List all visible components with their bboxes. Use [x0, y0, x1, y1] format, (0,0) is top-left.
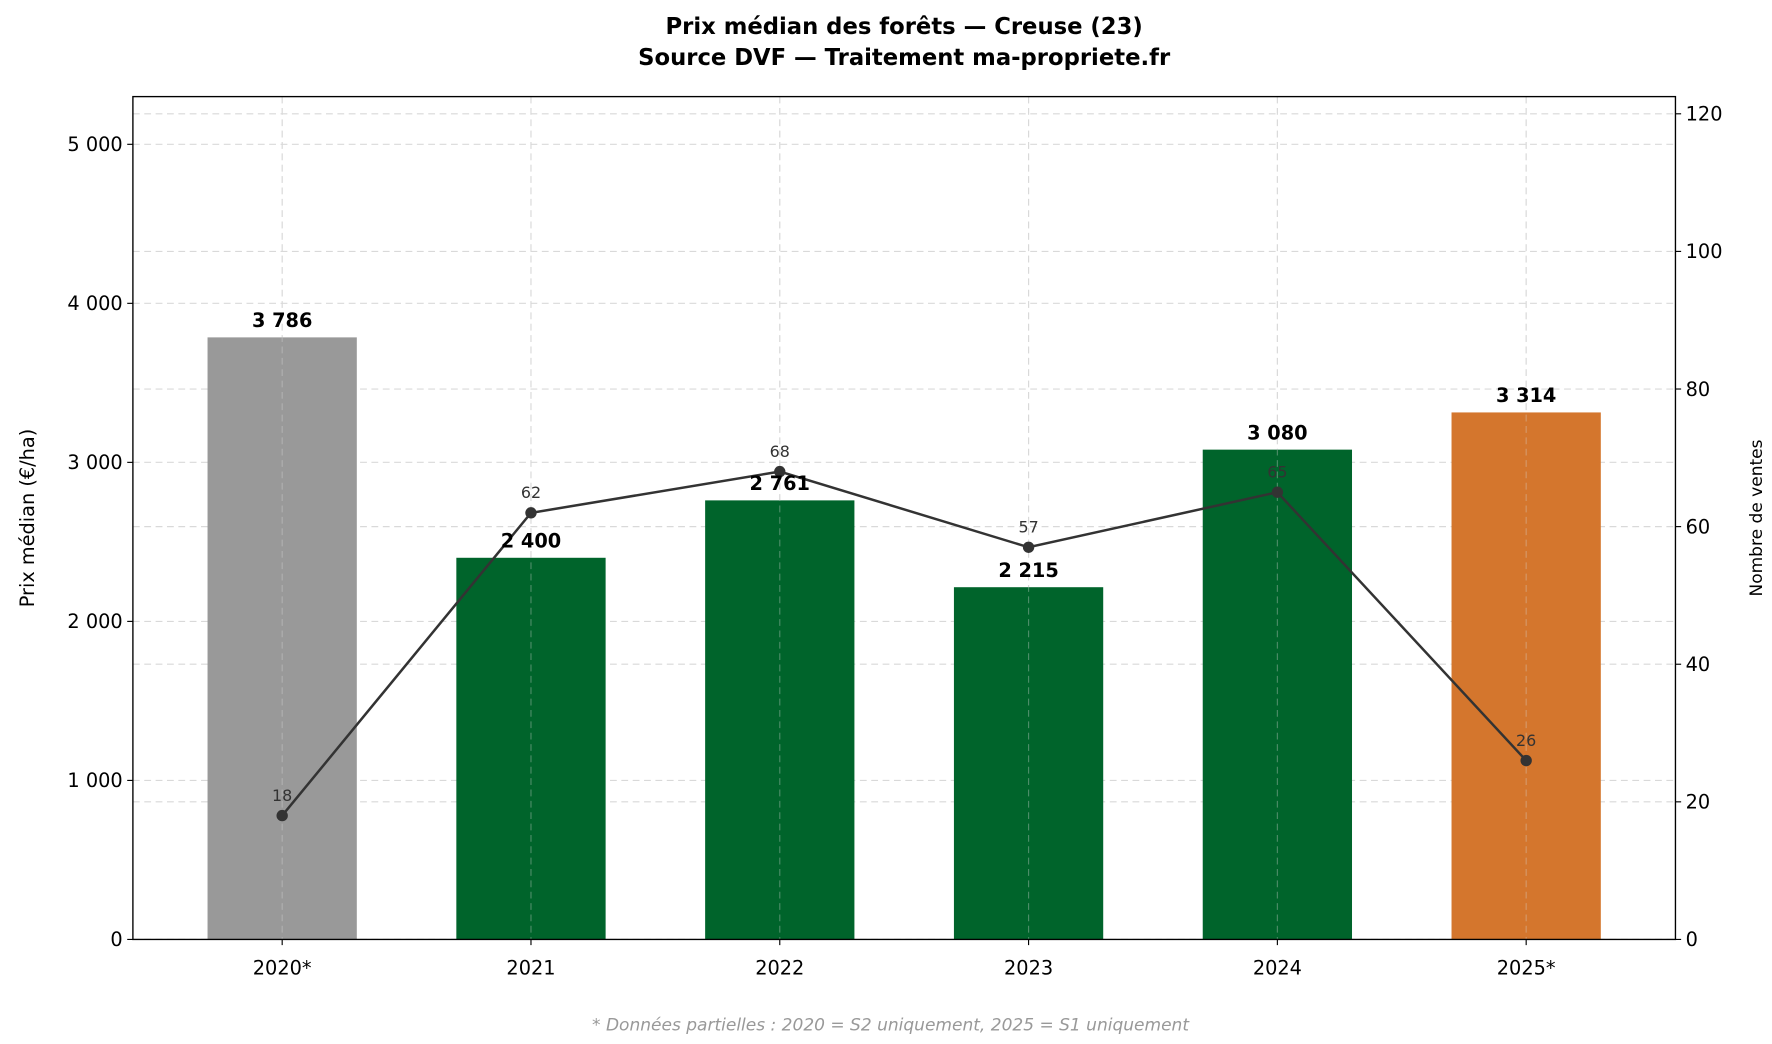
y2-tick-label: 20 [1686, 791, 1711, 814]
bar-value-label: 2 215 [998, 559, 1058, 582]
x-tick-label: 2024 [1253, 957, 1302, 980]
line-value-label: 65 [1267, 462, 1287, 481]
line-value-label: 68 [770, 442, 790, 461]
line-path [281, 470, 1528, 817]
y2-tick-label: 40 [1686, 653, 1711, 676]
bar [705, 500, 855, 940]
y-tick-label: 1 000 [67, 769, 122, 792]
bars [207, 96, 1601, 940]
line-point [1022, 541, 1035, 553]
data-labels: 3 786 2 400 2 761 2 215 3 080 3 314 18 62 68 57 65… [252, 309, 1556, 805]
y-tick-label: 2 000 [67, 610, 122, 633]
y2-tick-label: 60 [1686, 515, 1711, 538]
y-tick-label: 5 000 [67, 133, 122, 156]
x-tick-label: 2025* [1497, 957, 1556, 980]
footnote: * Données partielles : 2020 = S2 uniquem… [592, 1015, 1190, 1035]
y2-tick-label: 80 [1686, 378, 1711, 401]
axes: 0 1 000 2 000 3 000 4 000 5 000 0 20 40 60 80 100 12… [67, 103, 1722, 980]
sales-line [276, 465, 1532, 822]
y-tick-label: 4 000 [67, 292, 122, 315]
bar [953, 587, 1104, 940]
x-tick-label: 2020* [253, 957, 312, 980]
x-tick-label: 2022 [755, 957, 804, 980]
x-tick-label: 2021 [506, 957, 555, 980]
bar-value-label: 3 786 [252, 309, 312, 332]
line-value-label: 57 [1018, 517, 1038, 536]
y-tick-label: 0 [110, 928, 122, 951]
line-value-label: 18 [272, 786, 292, 805]
bar-value-label: 2 761 [750, 472, 810, 495]
x-tick-label: 2023 [1004, 957, 1053, 980]
y2-tick-label: 120 [1686, 103, 1723, 126]
bar-value-label: 2 400 [501, 530, 561, 553]
bar [207, 337, 357, 940]
y2-tick-label: 100 [1686, 240, 1723, 263]
chart-subtitle: Source DVF — Traitement ma-propriete.fr [638, 45, 1171, 71]
line-point [1271, 486, 1284, 498]
gridlines [132, 96, 1676, 941]
line-point [276, 809, 288, 822]
line-value-label: 26 [1516, 731, 1536, 750]
line-point [1520, 754, 1532, 767]
bar [456, 557, 606, 940]
y-tick-label: 3 000 [67, 451, 122, 474]
y-axis-label: Prix médian (€/ha) [16, 429, 39, 608]
bar [1202, 449, 1353, 940]
plot-frame [132, 95, 1677, 941]
bar-value-label: 3 080 [1247, 421, 1307, 444]
chart-title: Prix médian des forêts — Creuse (23) [666, 14, 1143, 40]
bar-value-label: 3 314 [1496, 384, 1556, 407]
bar [1451, 412, 1601, 940]
y2-axis-label: Nombre de ventes [1747, 439, 1767, 596]
line-value-label: 62 [521, 483, 541, 502]
y2-tick-label: 0 [1686, 928, 1698, 951]
line-point [525, 507, 537, 519]
line-point [774, 465, 786, 478]
